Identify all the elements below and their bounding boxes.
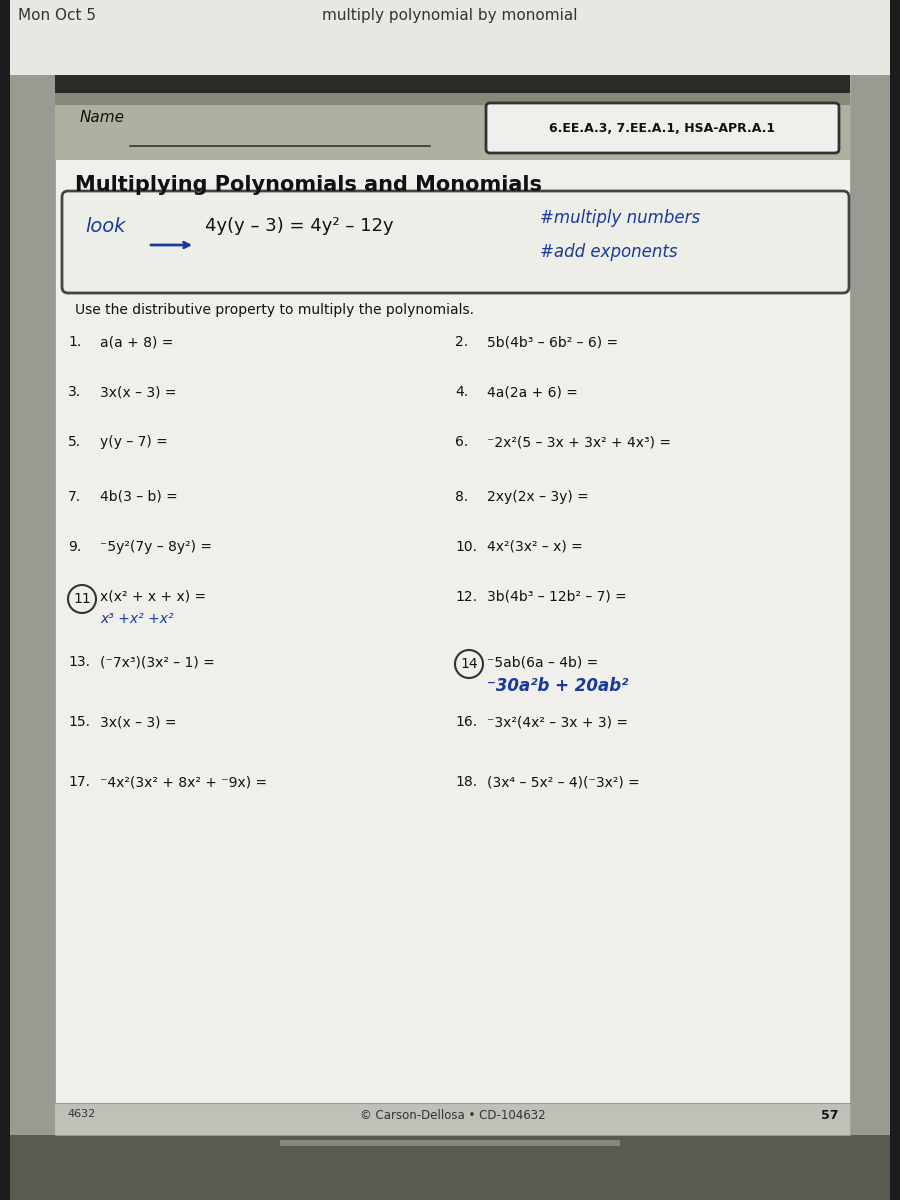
Text: 3x(x – 3) =: 3x(x – 3) = [100,385,176,398]
Text: 2xy(2x – 3y) =: 2xy(2x – 3y) = [487,490,589,504]
Text: 7.: 7. [68,490,81,504]
Bar [55,1103,850,1135]
Text: 4y(y – 3) = 4y² – 12y: 4y(y – 3) = 4y² – 12y [205,217,393,235]
Text: 14: 14 [460,658,478,671]
Text: x³ +x² +x²: x³ +x² +x² [100,612,174,626]
Text: Name: Name [80,110,125,125]
Text: ⁻5ab(6a – 4b) =: ⁻5ab(6a – 4b) = [487,655,598,670]
Text: multiply polynomial by monomial: multiply polynomial by monomial [322,8,578,23]
Bar [10,0,890,74]
Text: x(x² + x + x) =: x(x² + x + x) = [100,590,206,604]
Text: y(y – 7) =: y(y – 7) = [100,434,167,449]
Text: Multiplying Polynomials and Monomials: Multiplying Polynomials and Monomials [75,175,542,194]
Text: 3b(4b³ – 12b² – 7) =: 3b(4b³ – 12b² – 7) = [487,590,626,604]
Text: 6.: 6. [455,434,468,449]
Text: ⁻4x²(3x² + 8x² + ⁻9x) =: ⁻4x²(3x² + 8x² + ⁻9x) = [100,775,267,790]
Text: 2.: 2. [455,335,468,349]
Text: © Carson-Dellosa • CD-104632: © Carson-Dellosa • CD-104632 [360,1109,545,1122]
Text: 11: 11 [73,592,91,606]
Text: 8.: 8. [455,490,468,504]
Text: 3.: 3. [68,385,81,398]
Text: 4x²(3x² – x) =: 4x²(3x² – x) = [487,540,583,554]
Text: 13.: 13. [68,655,90,670]
Text: look: look [85,217,125,236]
Text: #add exponents: #add exponents [540,242,678,260]
Bar [280,1140,620,1146]
Text: 3x(x – 3) =: 3x(x – 3) = [100,715,176,728]
Text: ⁻5y²(7y – 8y²) =: ⁻5y²(7y – 8y²) = [100,540,212,554]
Text: (3x⁴ – 5x² – 4)(⁻3x²) =: (3x⁴ – 5x² – 4)(⁻3x²) = [487,775,640,790]
Text: 15.: 15. [68,715,90,728]
Bar [55,104,850,160]
Text: 5.: 5. [68,434,81,449]
Text: 4a(2a + 6) =: 4a(2a + 6) = [487,385,578,398]
Bar [55,92,850,104]
Bar [55,74,850,92]
Text: 57: 57 [821,1109,838,1122]
Text: 1.: 1. [68,335,81,349]
Bar [10,1135,890,1200]
Text: a(a + 8) =: a(a + 8) = [100,335,174,349]
Text: 16.: 16. [455,715,477,728]
Text: ⁻3x²(4x² – 3x + 3) =: ⁻3x²(4x² – 3x + 3) = [487,715,628,728]
Text: (⁻7x³)(3x² – 1) =: (⁻7x³)(3x² – 1) = [100,655,215,670]
Text: ⁻2x²(5 – 3x + 3x² + 4x³) =: ⁻2x²(5 – 3x + 3x² + 4x³) = [487,434,671,449]
Text: 12.: 12. [455,590,477,604]
Text: 6.EE.A.3, 7.EE.A.1, HSA-APR.A.1: 6.EE.A.3, 7.EE.A.1, HSA-APR.A.1 [549,121,776,134]
Text: 4632: 4632 [67,1109,95,1118]
Text: 5b(4b³ – 6b² – 6) =: 5b(4b³ – 6b² – 6) = [487,335,618,349]
FancyBboxPatch shape [62,191,849,293]
Text: 10.: 10. [455,540,477,554]
Text: #multiply numbers: #multiply numbers [540,209,700,227]
Text: 4.: 4. [455,385,468,398]
Text: 17.: 17. [68,775,90,790]
Text: 18.: 18. [455,775,477,790]
Text: Mon Oct 5: Mon Oct 5 [18,8,96,23]
FancyBboxPatch shape [486,103,839,152]
Text: 4b(3 – b) =: 4b(3 – b) = [100,490,178,504]
Bar [55,74,850,1135]
Text: 9.: 9. [68,540,81,554]
Text: Use the distributive property to multiply the polynomials.: Use the distributive property to multipl… [75,302,474,317]
Text: ⁻30a²b + 20ab²: ⁻30a²b + 20ab² [487,677,628,695]
